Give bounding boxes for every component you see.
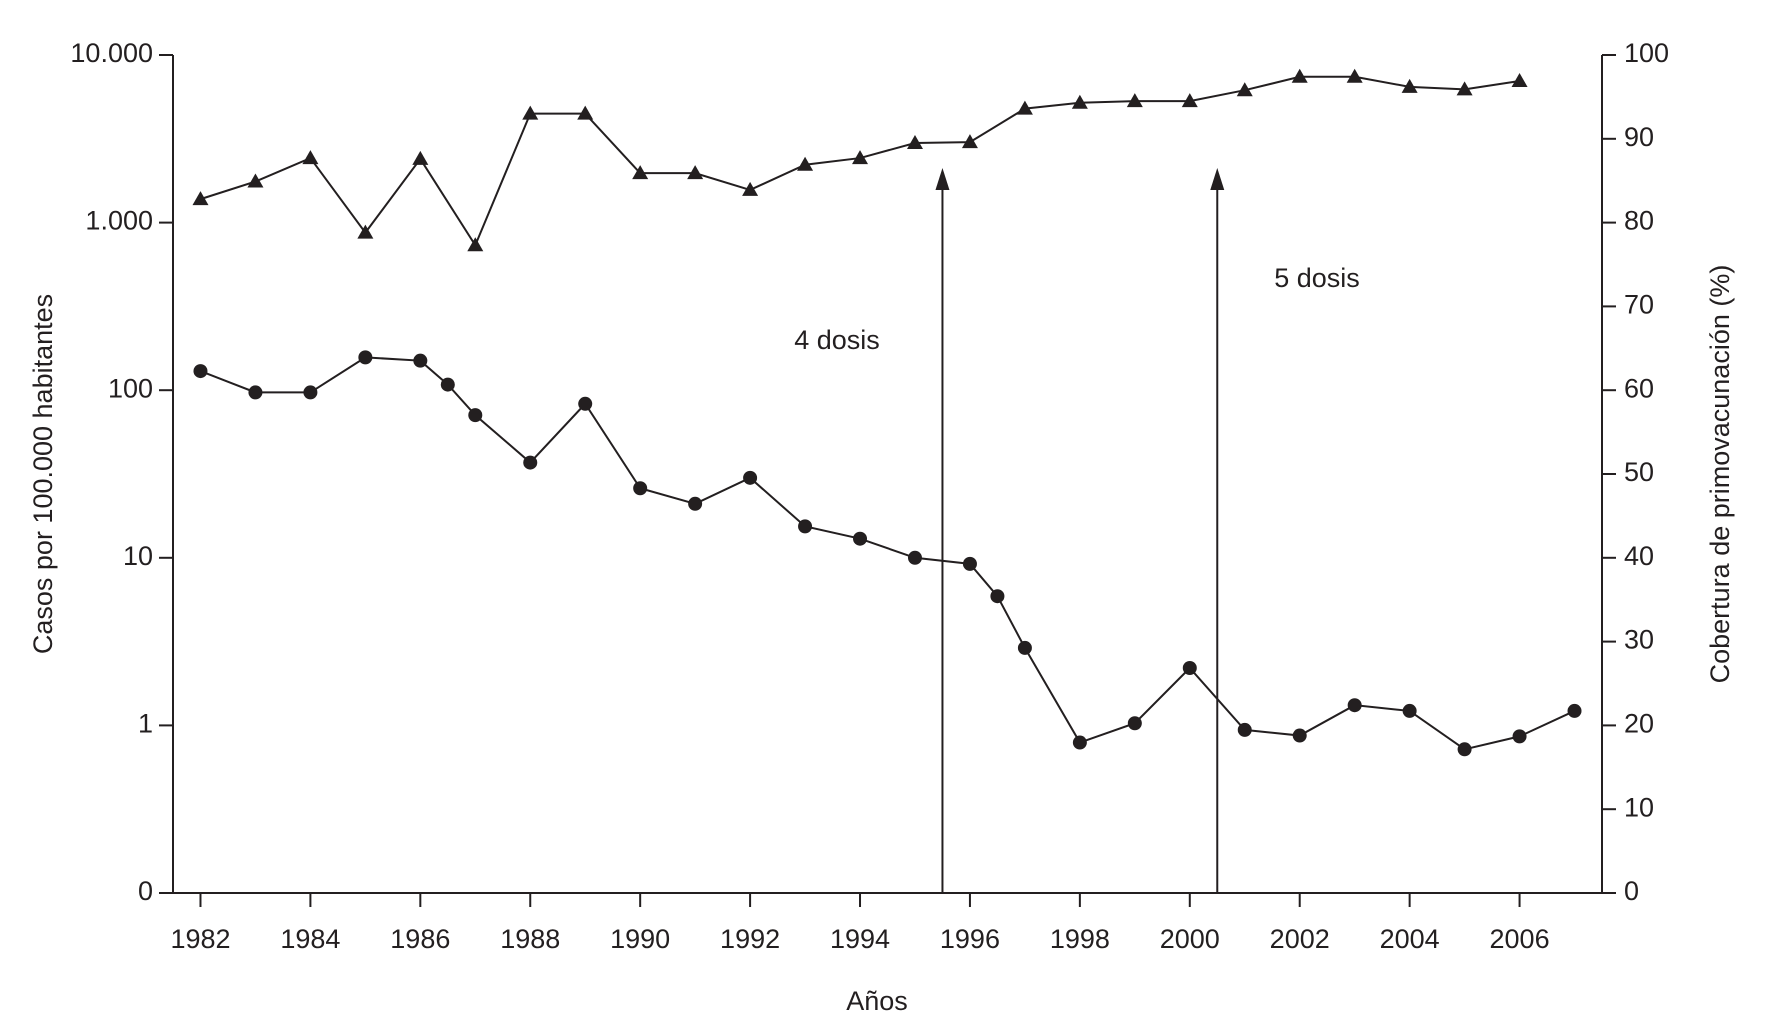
annotation-text: 5 dosis [1274,263,1360,293]
x-tick-label: 1996 [940,924,1000,954]
data-point [1402,703,1417,718]
data-point [413,353,428,368]
data-point [742,181,759,196]
series-line [200,356,1575,751]
y2-tick-label: 10 [1624,792,1654,822]
y-tick-label: 1 [138,709,153,739]
data-point [192,191,209,206]
data-point [688,496,703,511]
x-tick-label: 2006 [1490,924,1550,954]
data-point [1401,78,1418,93]
y2-tick-label: 100 [1624,38,1669,68]
data-point [522,105,539,120]
data-point [1457,742,1472,757]
y2-tick-label: 70 [1624,290,1654,320]
data-point [1236,82,1253,97]
y2-tick-label: 50 [1624,457,1654,487]
data-point [798,519,813,534]
data-point [907,550,922,565]
y-tick-label: 1.000 [85,206,153,236]
data-point [1512,729,1527,744]
data-point [1456,81,1473,96]
data-point [1347,698,1362,713]
data-point [440,377,455,392]
data-point [193,364,208,379]
data-point [962,556,977,571]
x-tick-label: 2004 [1380,924,1440,954]
y-tick-label: 100 [108,373,153,403]
data-point [357,224,374,239]
data-point [1346,68,1363,83]
y2-tick-label: 0 [1624,876,1639,906]
data-point [1291,68,1308,83]
y2-tick-label: 20 [1624,709,1654,739]
data-point [797,156,814,171]
data-point [467,237,484,252]
data-point [1181,93,1198,108]
data-point [1567,703,1582,718]
x-axis-label: Años [846,986,908,1016]
x-tick-label: 1984 [280,924,340,954]
axis-line [172,55,1603,894]
data-point [303,385,318,400]
arrow-head [935,168,950,190]
data-point [853,531,868,546]
data-point [1511,72,1528,87]
data-point [577,105,594,120]
y-tick-label: 10 [123,541,153,571]
data-point [852,150,869,165]
data-point [248,385,263,400]
data-point [1127,716,1142,731]
x-tick-label: 1986 [390,924,450,954]
x-tick-label: 1988 [500,924,560,954]
data-point [633,481,648,496]
data-point [990,589,1005,604]
y-tick-label: 10.000 [70,38,153,68]
y2-tick-label: 60 [1624,373,1654,403]
y2-tick-label: 80 [1624,206,1654,236]
data-point [578,396,593,411]
data-point [412,150,429,165]
x-tick-label: 1982 [170,924,230,954]
annotation-text: 4 dosis [794,325,880,355]
y-tick-label: 0 [138,876,153,906]
data-point [743,470,758,485]
data-point [906,134,923,149]
y2-axis-label: Cobertura de primovacunación (%) [1705,265,1735,684]
data-point [1292,728,1307,743]
data-point [1071,94,1088,109]
arrow-head [1210,168,1225,190]
data-point [302,150,319,165]
x-tick-label: 1998 [1050,924,1110,954]
x-tick-label: 1992 [720,924,780,954]
x-tick-label: 2002 [1270,924,1330,954]
x-tick-label: 1994 [830,924,890,954]
data-point [1072,735,1087,750]
data-point [687,165,704,180]
y2-tick-label: 90 [1624,122,1654,152]
y2-tick-label: 30 [1624,625,1654,655]
y2-tick-label: 40 [1624,541,1654,571]
data-point [961,134,978,149]
data-point [632,165,649,180]
data-point [1237,722,1252,737]
x-tick-label: 2000 [1160,924,1220,954]
data-point [358,350,373,365]
data-point [1182,661,1197,676]
y-axis-label: Casos por 100.000 habitantes [28,294,58,654]
data-point [1016,100,1033,115]
data-point [468,408,483,423]
data-point [1017,640,1032,655]
data-point [1126,93,1143,108]
x-tick-label: 1990 [610,924,670,954]
data-point [247,173,264,188]
data-point [523,455,538,470]
